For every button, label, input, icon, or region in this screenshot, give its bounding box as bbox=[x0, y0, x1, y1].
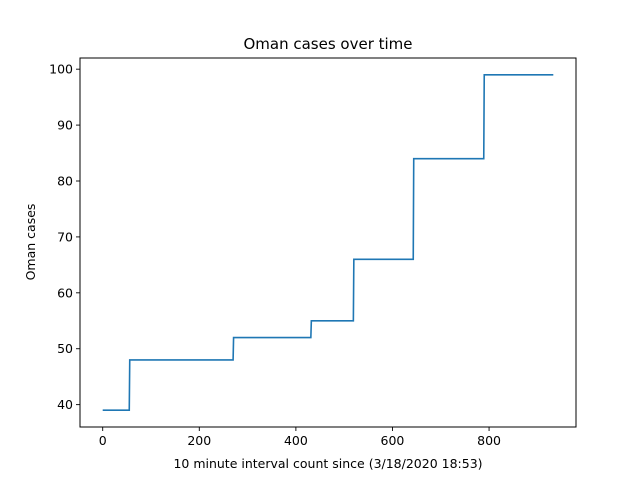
y-tick-label: 70 bbox=[57, 229, 73, 244]
y-tick-label: 90 bbox=[57, 118, 73, 133]
y-axis: 40 50 60 70 80 90 100 bbox=[49, 62, 80, 412]
y-axis-label: Oman cases bbox=[23, 204, 38, 281]
y-tick-label: 50 bbox=[57, 341, 73, 356]
y-tick-label: 100 bbox=[49, 62, 73, 77]
series-layer bbox=[102, 73, 554, 412]
x-axis: 0 200 400 600 800 bbox=[99, 427, 501, 448]
plot-area bbox=[79, 57, 577, 428]
x-tick-label: 0 bbox=[99, 433, 107, 448]
x-tick-label: 200 bbox=[187, 433, 211, 448]
y-tick-label: 40 bbox=[57, 397, 73, 412]
y-tick-label: 60 bbox=[57, 285, 73, 300]
chart-title: Oman cases over time bbox=[243, 35, 412, 53]
y-tick-label: 80 bbox=[57, 174, 73, 189]
x-tick-label: 800 bbox=[477, 433, 501, 448]
x-axis-label: 10 minute interval count since (3/18/202… bbox=[173, 456, 482, 471]
plot-frame bbox=[79, 57, 577, 428]
series-line-0 bbox=[102, 73, 554, 412]
x-tick-label: 600 bbox=[381, 433, 405, 448]
x-tick-label: 400 bbox=[284, 433, 308, 448]
